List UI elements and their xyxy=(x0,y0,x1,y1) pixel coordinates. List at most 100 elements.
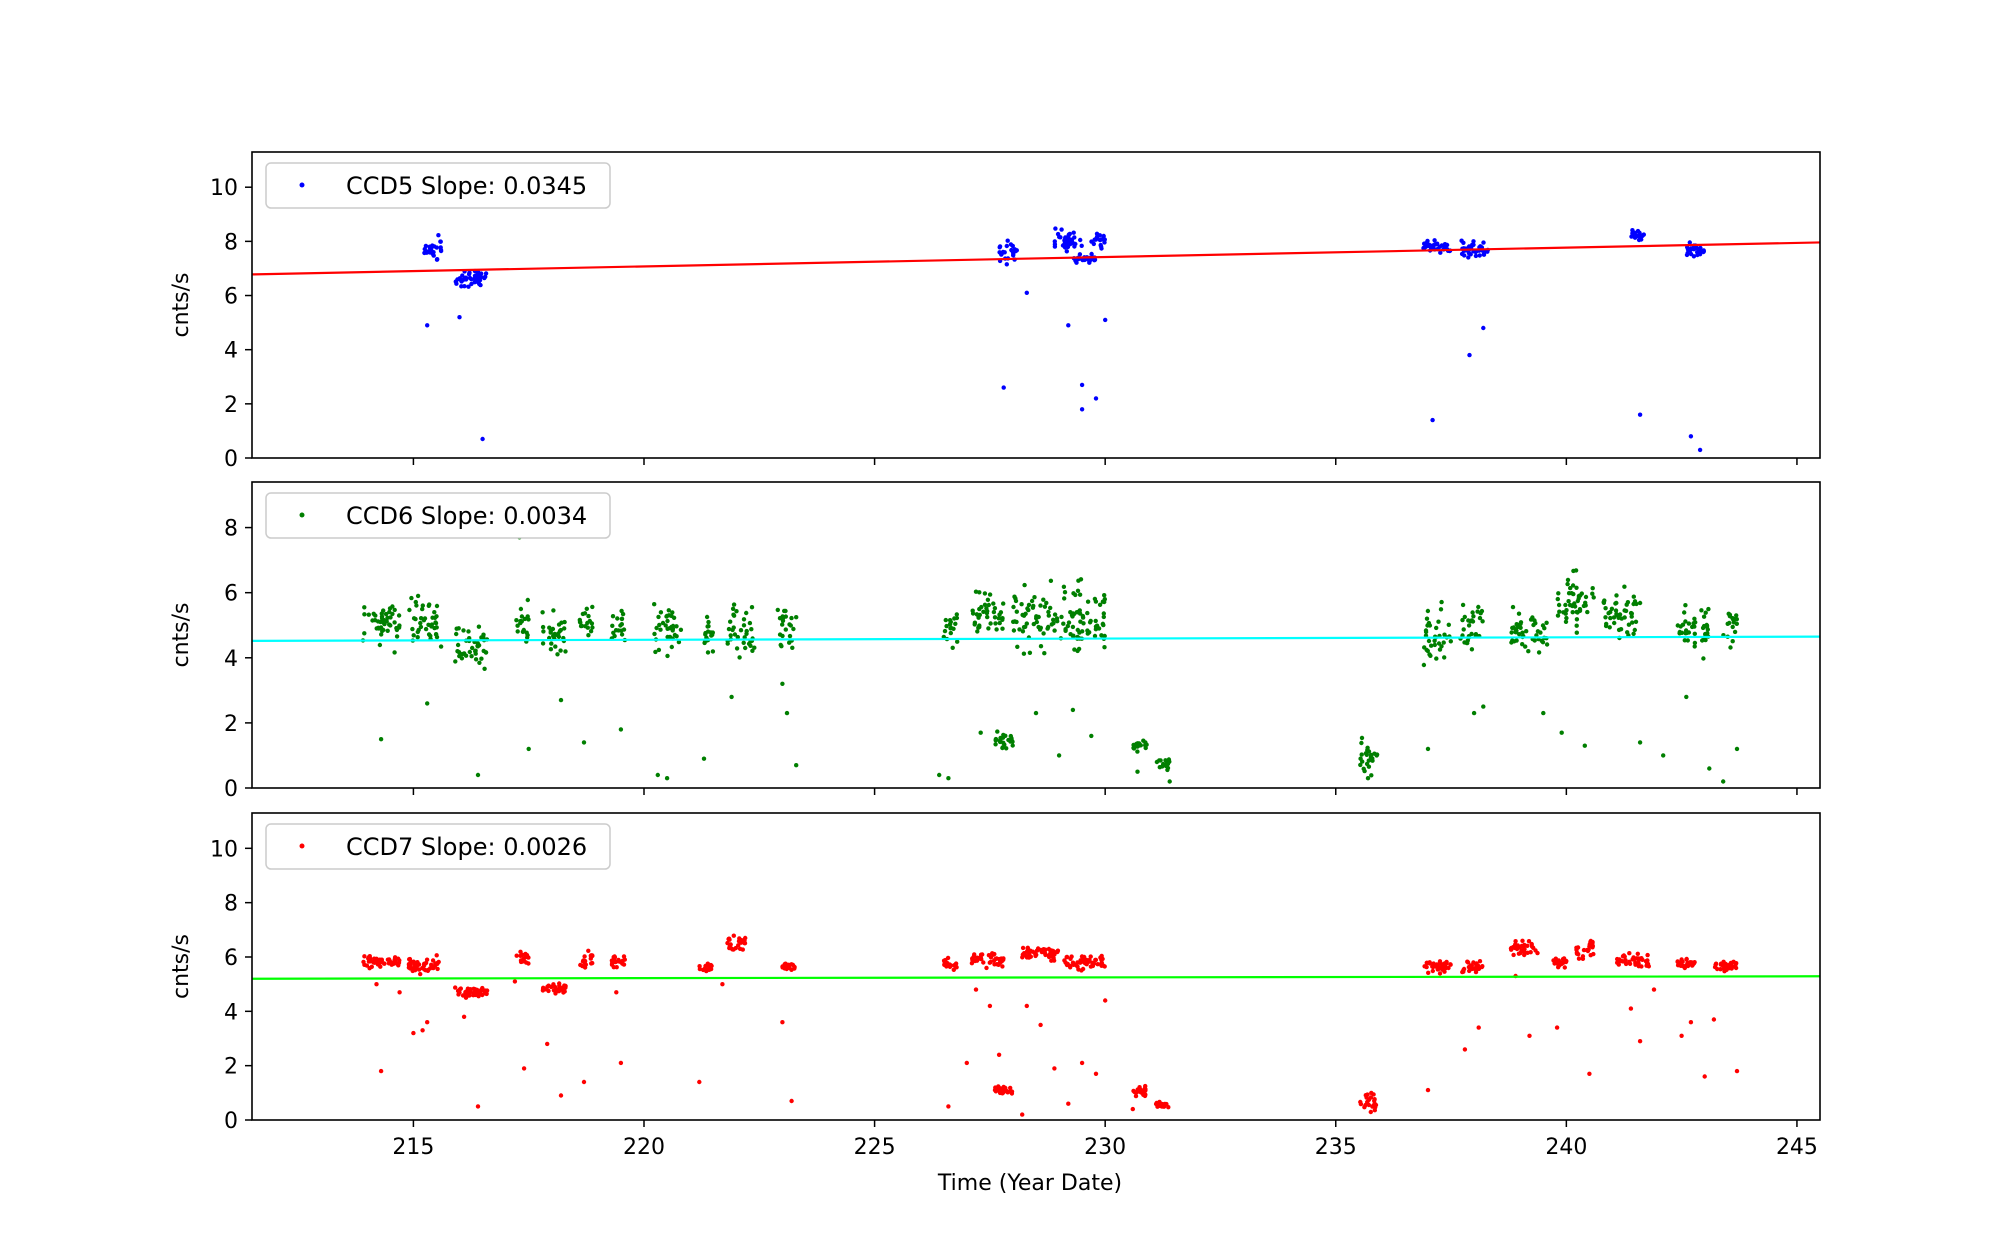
outlier-point xyxy=(937,772,942,778)
data-point xyxy=(1470,610,1475,615)
data-point xyxy=(705,624,710,629)
data-point xyxy=(1585,609,1590,615)
data-point xyxy=(1718,967,1723,972)
axes-frame xyxy=(251,481,1821,789)
legend-label: CCD6 Slope: 0.0034 xyxy=(346,502,587,530)
data-point xyxy=(1726,611,1731,616)
data-point xyxy=(520,629,526,634)
data-point xyxy=(562,989,567,994)
x-tick-label: 240 xyxy=(1545,1135,1587,1160)
data-point xyxy=(997,620,1002,626)
data-point xyxy=(1004,243,1009,249)
data-point xyxy=(1520,938,1525,943)
data-point xyxy=(1683,603,1688,608)
data-point xyxy=(1102,645,1107,650)
data-point xyxy=(1535,629,1541,634)
data-point xyxy=(1366,758,1372,763)
data-point xyxy=(1000,964,1005,969)
data-point xyxy=(1509,630,1514,635)
data-point xyxy=(1441,640,1446,645)
outlier-point xyxy=(420,1028,425,1033)
data-point xyxy=(387,606,393,611)
data-point xyxy=(1102,593,1107,598)
data-point xyxy=(409,595,414,601)
data-point xyxy=(1645,958,1650,963)
data-point xyxy=(1730,964,1735,969)
data-point xyxy=(392,607,397,613)
data-point xyxy=(732,632,738,637)
data-point xyxy=(1466,623,1472,628)
data-point xyxy=(652,631,657,637)
data-point xyxy=(426,249,431,254)
data-point xyxy=(1630,228,1635,233)
y-tick-label: 10 xyxy=(210,176,238,201)
data-point xyxy=(1034,948,1040,953)
data-point xyxy=(998,1086,1003,1091)
data-point xyxy=(1143,1092,1148,1097)
data-point xyxy=(780,622,785,627)
data-point xyxy=(1157,758,1162,763)
data-point xyxy=(1368,1095,1374,1100)
data-point xyxy=(1713,961,1719,966)
data-point xyxy=(1462,614,1468,620)
data-point xyxy=(971,954,977,959)
data-point xyxy=(1083,958,1088,963)
data-point xyxy=(1556,965,1561,970)
outlier-point xyxy=(480,436,485,442)
data-point xyxy=(1068,965,1073,970)
data-point xyxy=(540,641,546,646)
data-point xyxy=(997,245,1002,250)
outlier-point xyxy=(1721,779,1726,784)
data-point xyxy=(1511,952,1516,958)
data-point xyxy=(1631,631,1636,636)
x-tick-label: 245 xyxy=(1776,1135,1818,1160)
outlier-point xyxy=(1559,730,1564,735)
data-point xyxy=(1065,623,1071,629)
outlier-point xyxy=(545,1041,550,1047)
data-point xyxy=(438,644,444,649)
data-point xyxy=(1461,627,1466,632)
data-point xyxy=(1480,619,1485,624)
data-point xyxy=(1089,251,1094,257)
data-point xyxy=(1619,958,1624,964)
data-point xyxy=(1675,963,1681,968)
data-point xyxy=(1011,251,1016,256)
data-point xyxy=(1698,249,1703,254)
data-point xyxy=(1568,585,1573,591)
data-point xyxy=(665,618,670,624)
data-point xyxy=(1095,234,1100,239)
data-point xyxy=(1565,577,1571,583)
data-point xyxy=(362,605,367,610)
data-point xyxy=(479,656,484,661)
data-point xyxy=(473,278,478,283)
outlier-point xyxy=(1688,1020,1694,1025)
data-point xyxy=(1430,964,1435,969)
data-point xyxy=(1063,628,1068,633)
data-point xyxy=(1062,590,1068,595)
data-point xyxy=(1526,939,1532,944)
data-point xyxy=(731,612,736,617)
data-point xyxy=(1076,578,1081,583)
data-point xyxy=(1684,956,1689,962)
data-point xyxy=(579,623,585,629)
data-point xyxy=(410,626,415,632)
y-axis-label: cnts/s xyxy=(169,602,194,667)
data-point xyxy=(1567,602,1573,608)
data-point xyxy=(1058,235,1063,240)
data-point xyxy=(1682,610,1687,615)
data-point xyxy=(1034,619,1040,625)
data-point xyxy=(1560,957,1566,962)
data-point xyxy=(518,958,524,963)
data-point xyxy=(435,960,440,965)
data-point xyxy=(734,609,739,614)
data-point xyxy=(986,953,992,958)
data-point xyxy=(742,940,747,946)
data-point xyxy=(676,639,682,645)
data-point xyxy=(1099,957,1104,963)
data-point xyxy=(1627,959,1632,964)
data-point xyxy=(368,956,373,961)
data-point xyxy=(710,632,715,637)
data-point xyxy=(387,609,392,615)
data-point xyxy=(970,608,975,613)
data-point xyxy=(1358,1101,1364,1107)
